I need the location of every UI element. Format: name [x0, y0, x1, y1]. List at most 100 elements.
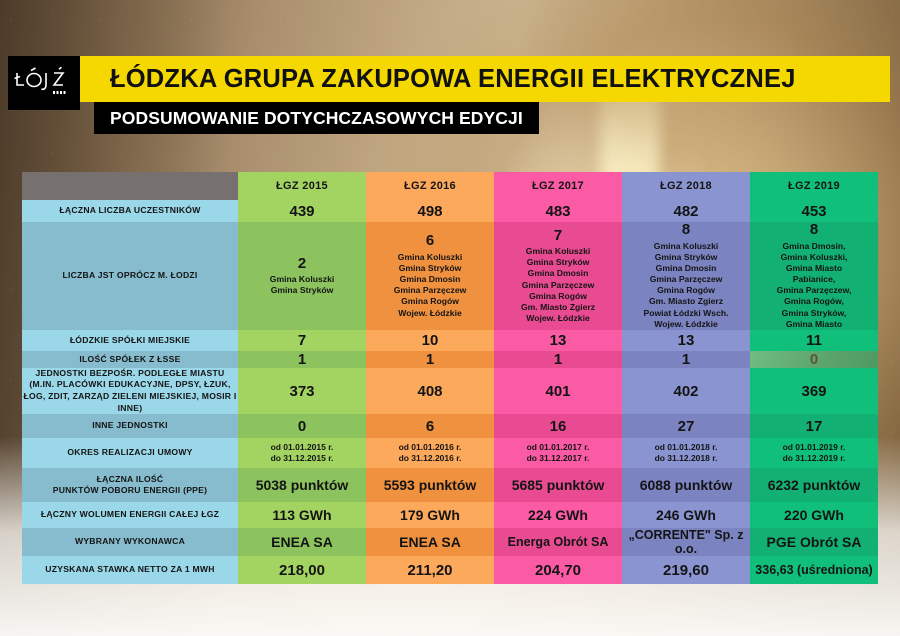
row-label: INNE JEDNOSTKI [22, 414, 238, 439]
banner-subtitle-bar: PODSUMOWANIE DOTYCHCZASOWYCH EDYCJI [94, 102, 539, 134]
cell-value: 402 [622, 367, 750, 415]
table-row: JEDNOSTKI BEZPOŚR. PODLEGŁE MIASTU (M.IN… [22, 367, 878, 415]
cell-value: 204,70 [494, 556, 622, 585]
column-header--gz-2017: ŁGZ 2017 [494, 172, 622, 200]
table-row: LICZBA JST OPRÓCZ M. ŁODZI 2 Gmina Koluszk… [22, 221, 878, 330]
cell-value: 224 GWh [494, 502, 622, 529]
cell-value: 219,60 [622, 556, 750, 585]
table-corner-cell [22, 172, 238, 200]
cell-value: od 01.01.2019 r. do 31.12.2019 r. [750, 438, 878, 469]
cell-value: od 01.01.2017 r. do 31.12.2017 r. [494, 438, 622, 469]
row-label: UZYSKANA STAWKA NETTO ZA 1 MWH [22, 556, 238, 585]
cell-value: od 01.01.2016 r. do 31.12.2016 r. [366, 438, 494, 469]
table-row: ILOŚĆ SPÓŁEK Z ŁSSE 1 1 1 1 0 [22, 350, 878, 368]
table-header-row: ŁGZ 2015 ŁGZ 2016 ŁGZ 2017 ŁGZ 2018 ŁGZ 2019 [22, 172, 878, 200]
table-row: INNE JEDNOSTKI 0 6 16 27 17 [22, 414, 878, 439]
cell-value: 369 [750, 367, 878, 415]
cell-value: 0 [750, 350, 878, 368]
cell-value: 498 [366, 200, 494, 222]
cell-value: ENEA SA [238, 528, 366, 557]
cell-value: 7 [238, 329, 366, 351]
row-label: ŁĄCZNA LICZBA UCZESTNIKÓW [22, 200, 238, 222]
cell-value: 6088 punktów [622, 468, 750, 503]
cell-value: 336,63 (uśredniona) [750, 556, 878, 585]
cell-value: 179 GWh [366, 502, 494, 529]
jst-count: 6 [425, 232, 435, 250]
cell-value: 113 GWh [238, 502, 366, 529]
cell-value: 11 [750, 329, 878, 351]
cell-value: 16 [494, 414, 622, 439]
cell-value: 408 [366, 367, 494, 415]
cell-value: 8 Gmina Dmosin, Gmina Koluszki, Gmina Miast… [750, 221, 878, 330]
cell-value: 2 Gmina Koluszki Gmina Stryków [238, 222, 366, 330]
cell-value: 5038 punktów [238, 468, 366, 503]
column-header--gz-2018: ŁGZ 2018 [622, 172, 750, 200]
jst-count: 8 [681, 221, 691, 238]
table-row: WYBRANY WYKONAWCA ENEA SA ENEA SA Energa Ob… [22, 528, 878, 557]
table-row: ŁĄCZNA LICZBA UCZESTNIKÓW 439 498 483 482 453 [22, 200, 878, 222]
cell-value: „CORRENTE" Sp. z o.o. [622, 528, 750, 557]
cell-value: 218,00 [238, 556, 366, 585]
cell-value: 1 [494, 350, 622, 368]
cell-value: 373 [238, 367, 366, 415]
banner-title: ŁÓDZKA GRUPA ZAKUPOWA ENERGII ELEKTRYCZN… [110, 64, 796, 93]
summary-table-wrap: ŁGZ 2015 ŁGZ 2016 ŁGZ 2017 ŁGZ 2018 ŁGZ 2019… [22, 172, 878, 585]
lodz-logo [8, 56, 80, 110]
row-label: ILOŚĆ SPÓŁEK Z ŁSSE [22, 350, 238, 368]
jst-list: Gmina Koluszki Gmina Stryków Gmina Dmosin G… [393, 251, 467, 318]
jst-count: 7 [553, 226, 563, 244]
cell-value: 27 [622, 414, 750, 439]
row-label: ŁĄCZNA ILOŚĆ PUNKTÓW POBORU ENERGII (PPE) [22, 468, 238, 503]
cell-value: 7 Gmina Koluszki Gmina Stryków Gmina Dmosin… [494, 222, 622, 330]
column-header--gz-2019: ŁGZ 2019 [750, 172, 878, 200]
jst-list: Gmina Koluszki Gmina Stryków Gmina Dmosin G… [643, 240, 729, 329]
cell-value: od 01.01.2015 r. do 31.12.2015 r. [238, 438, 366, 469]
cell-value: 1 [238, 350, 366, 368]
summary-table: ŁGZ 2015 ŁGZ 2016 ŁGZ 2017 ŁGZ 2018 ŁGZ 2019… [22, 172, 878, 585]
row-label: ŁĄCZNY WOLUMEN ENERGII CAŁEJ ŁGZ [22, 502, 238, 529]
cell-value: 6 [366, 414, 494, 439]
cell-value: 1 [366, 350, 494, 368]
row-label: WYBRANY WYKONAWCA [22, 528, 238, 557]
cell-value: 6 Gmina Koluszki Gmina Stryków Gmina Dmosin… [366, 222, 494, 330]
cell-value: Energa Obrót SA [494, 528, 622, 557]
jst-count: 2 [297, 254, 307, 272]
row-label: OKRES REALIZACJI UMOWY [22, 438, 238, 469]
jst-list: Gmina Koluszki Gmina Stryków Gmina Dmosin G… [520, 246, 595, 324]
row-label: ŁÓDZKIE SPÓŁKI MIEJSKIE [22, 329, 238, 351]
cell-value: 13 [494, 329, 622, 351]
table-row: ŁĄCZNA ILOŚĆ PUNKTÓW POBORU ENERGII (PPE)… [22, 468, 878, 503]
table-row: OKRES REALIZACJI UMOWY od 01.01.2015 r. do… [22, 438, 878, 469]
cell-value: 8 Gmina Koluszki Gmina Stryków Gmina Dmosin… [622, 221, 750, 330]
jst-list: Gmina Koluszki Gmina Stryków [269, 274, 335, 296]
cell-value: 10 [366, 329, 494, 351]
table-row: ŁÓDZKIE SPÓŁKI MIEJSKIE 7 10 13 13 11 [22, 329, 878, 351]
table-row: ŁĄCZNY WOLUMEN ENERGII CAŁEJ ŁGZ 113 GWh 1… [22, 502, 878, 529]
cell-value: 439 [238, 200, 366, 222]
banner-title-bar: ŁÓDZKA GRUPA ZAKUPOWA ENERGII ELEKTRYCZN… [80, 56, 890, 102]
cell-value: 6232 punktów [750, 468, 878, 503]
cell-value: 1 [622, 350, 750, 368]
jst-count: 8 [809, 221, 819, 238]
row-label: JEDNOSTKI BEZPOŚR. PODLEGŁE MIASTU (M.IN… [22, 367, 238, 415]
cell-value: 401 [494, 367, 622, 415]
cell-value: 0 [238, 414, 366, 439]
cell-value: 453 [750, 200, 878, 222]
cell-value: 220 GWh [750, 502, 878, 529]
cell-value: 13 [622, 329, 750, 351]
banner-subtitle: PODSUMOWANIE DOTYCHCZASOWYCH EDYCJI [110, 107, 523, 128]
cell-value: 483 [494, 200, 622, 222]
summary-table-body: ŁGZ 2015 ŁGZ 2016 ŁGZ 2017 ŁGZ 2018 ŁGZ 2019… [22, 172, 878, 585]
jst-list: Gmina Dmosin, Gmina Koluszki, Gmina Miasto… [776, 240, 852, 329]
cell-value: od 01.01.2018 r. do 31.12.2018 r. [622, 438, 750, 469]
lodz-logo-icon [14, 66, 66, 94]
cell-value: 246 GWh [622, 502, 750, 529]
cell-value: 211,20 [366, 556, 494, 585]
cell-value: ENEA SA [366, 528, 494, 557]
column-header--gz-2016: ŁGZ 2016 [366, 172, 494, 200]
cell-value: 5593 punktów [366, 468, 494, 503]
cell-value: 482 [622, 200, 750, 222]
column-header--gz-2015: ŁGZ 2015 [238, 172, 366, 200]
cell-value: 17 [750, 414, 878, 439]
row-label: LICZBA JST OPRÓCZ M. ŁODZI [22, 222, 238, 330]
